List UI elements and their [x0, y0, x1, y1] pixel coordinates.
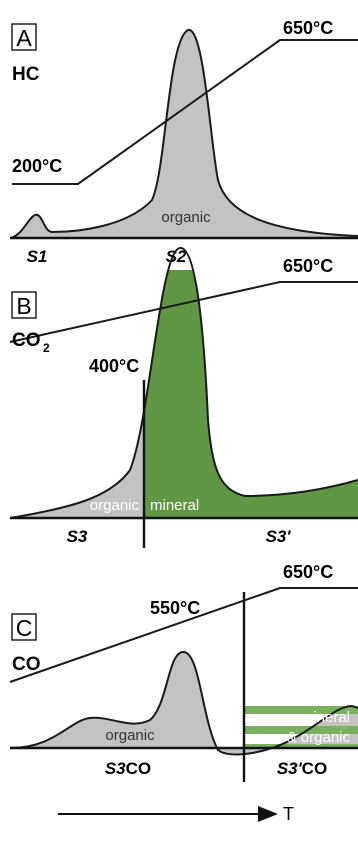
- panel-c-stripe-3: [244, 744, 358, 749]
- panel-b-mineral-area: [144, 270, 358, 518]
- panel-c-region-organic: organic: [105, 727, 155, 744]
- panel-b-letter-box: [11, 291, 37, 319]
- panel-c-region-mineral: mineral: [301, 709, 350, 726]
- panel-a-peak-s1: S1: [27, 247, 48, 266]
- panel-a-temp-start: 200°C: [12, 156, 62, 176]
- panel-c-stripe-2: [244, 726, 358, 734]
- panel-c-temperature-ramp: [9, 587, 358, 683]
- panel-c: C CO 650°C 550°C organic mineral & organ…: [9, 562, 358, 782]
- panel-b-temp-end: 650°C: [283, 256, 333, 276]
- panel-b-gas-label: CO: [12, 330, 41, 351]
- panel-b-gas-subscript: 2: [43, 341, 50, 355]
- panel-b-curve-outline: [9, 247, 358, 519]
- panel-b-temp-split: 400°C: [89, 356, 139, 376]
- panel-a-curve-outline: [9, 29, 358, 239]
- panel-c-peak-s3co: S3CO: [105, 759, 151, 778]
- panel-b-temperature-ramp: [9, 281, 358, 343]
- panel-c-letter-box: [11, 613, 37, 641]
- panel-c-gas-label: CO: [12, 654, 41, 675]
- panel-b-region-organic: organic: [90, 497, 140, 514]
- panel-b-letter: B: [16, 293, 31, 319]
- temperature-arrow: T: [58, 804, 294, 824]
- temperature-arrow-label: T: [283, 804, 294, 824]
- panel-a-temp-end: 650°C: [283, 18, 333, 38]
- temperature-arrow-head: [258, 806, 278, 822]
- panel-b-region-mineral: mineral: [150, 497, 199, 514]
- panel-a: A HC 200°C 650°C organic S1 S2: [9, 18, 358, 266]
- panel-a-letter: A: [16, 25, 32, 51]
- panel-c-temp-end: 650°C: [283, 562, 333, 582]
- panel-a-organic-area: [10, 29, 358, 238]
- panel-c-mixed-area: [244, 706, 358, 755]
- panel-b: B CO 2 650°C 400°C organic mineral S3 S3…: [9, 247, 358, 548]
- panel-a-region-label: organic: [161, 209, 211, 226]
- panel-c-temp-split: 550°C: [150, 598, 200, 618]
- panel-c-region-organic-2: & organic: [287, 729, 351, 746]
- panel-c-curve-outline: [9, 651, 358, 756]
- panel-c-letter: C: [16, 615, 33, 641]
- panel-b-peak-s3: S3: [67, 527, 88, 546]
- panel-b-peak-s3-prime: S3': [266, 527, 292, 546]
- panel-b-organic-area: [10, 411, 144, 518]
- panel-a-gas-label: HC: [12, 64, 40, 85]
- panel-c-stripe-1: [244, 706, 358, 714]
- panel-c-peak-s3prime-co: S3'CO: [277, 759, 327, 778]
- panel-a-temperature-ramp: [12, 39, 358, 185]
- panel-a-letter-box: [11, 23, 37, 51]
